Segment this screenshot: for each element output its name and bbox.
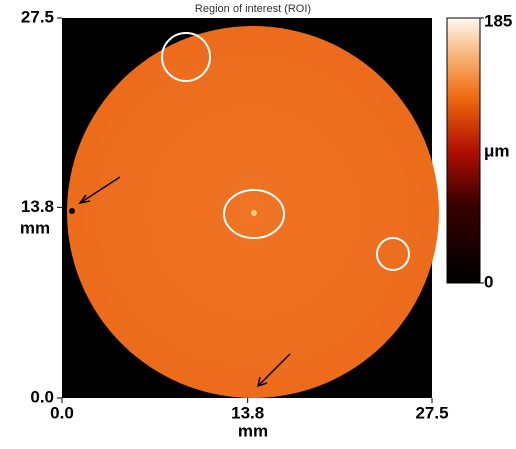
y-tick-label: 0.0 (30, 387, 54, 406)
center-spot (251, 210, 257, 216)
x-axis-label: mm (238, 421, 268, 440)
chart: Region of interest (ROI) μm mm mm 0.0 13.… (0, 0, 516, 449)
colorbar (447, 18, 480, 283)
colorbar-label: μm (484, 141, 510, 160)
y-axis-label: mm (20, 218, 50, 237)
x-tick-label: 27.5 (415, 403, 448, 422)
colorbar-tick-label: 185 (484, 11, 512, 30)
chart-title: Region of interest (ROI) (195, 3, 311, 15)
y-tick-label: 27.5 (21, 7, 54, 26)
y-tick-label: 13.8 (21, 197, 54, 216)
colorbar-tick-label: 0 (484, 272, 493, 291)
x-tick-label: 13.8 (231, 403, 264, 422)
marker (69, 208, 75, 214)
